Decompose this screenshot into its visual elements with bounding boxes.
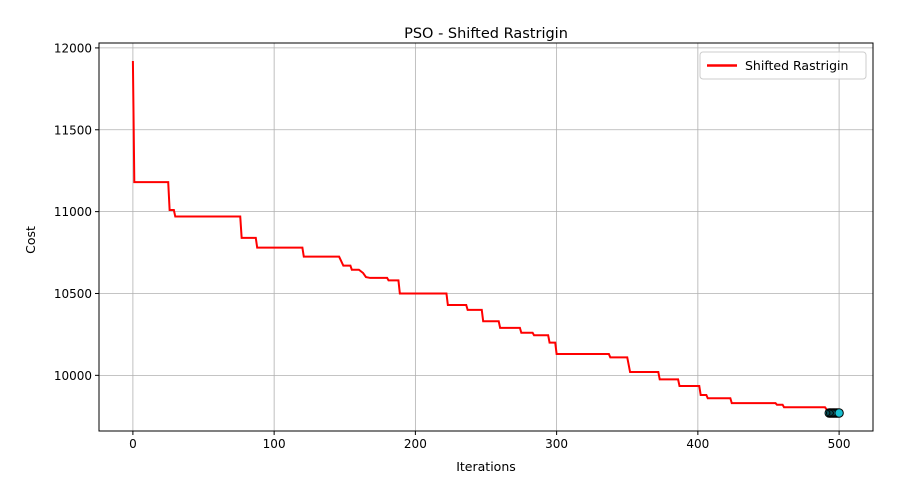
series-line [131,60,840,414]
axes-frame [98,42,874,432]
y-axis-label: Cost [23,226,38,254]
y-tick-label: 10500 [54,287,92,301]
x-tick-label: 200 [404,437,427,451]
data-point-marker [834,408,844,418]
legend: Shifted Rastrigin [699,51,867,80]
y-tick-label: 11500 [54,123,92,137]
chart-title: PSO - Shifted Rastrigin [404,26,568,42]
x-tick-label: 0 [129,437,137,451]
x-tick-label: 500 [828,437,851,451]
x-tick-label: 300 [545,437,568,451]
x-axis-label: Iterations [456,459,516,474]
grid-lines [99,43,873,431]
legend-label: Shifted Rastrigin [745,58,848,73]
x-tick-label: 100 [263,437,286,451]
y-tick-label: 10000 [54,369,92,383]
series-layer [131,60,844,418]
y-tick-label: 12000 [54,41,92,55]
legend-box [699,51,867,80]
y-tick-label: 11000 [54,205,92,219]
x-tick-label: 400 [686,437,709,451]
tick-layer: 0 100 200 300 400 500 10000 10500 11000 11500 1200… [54,41,851,451]
